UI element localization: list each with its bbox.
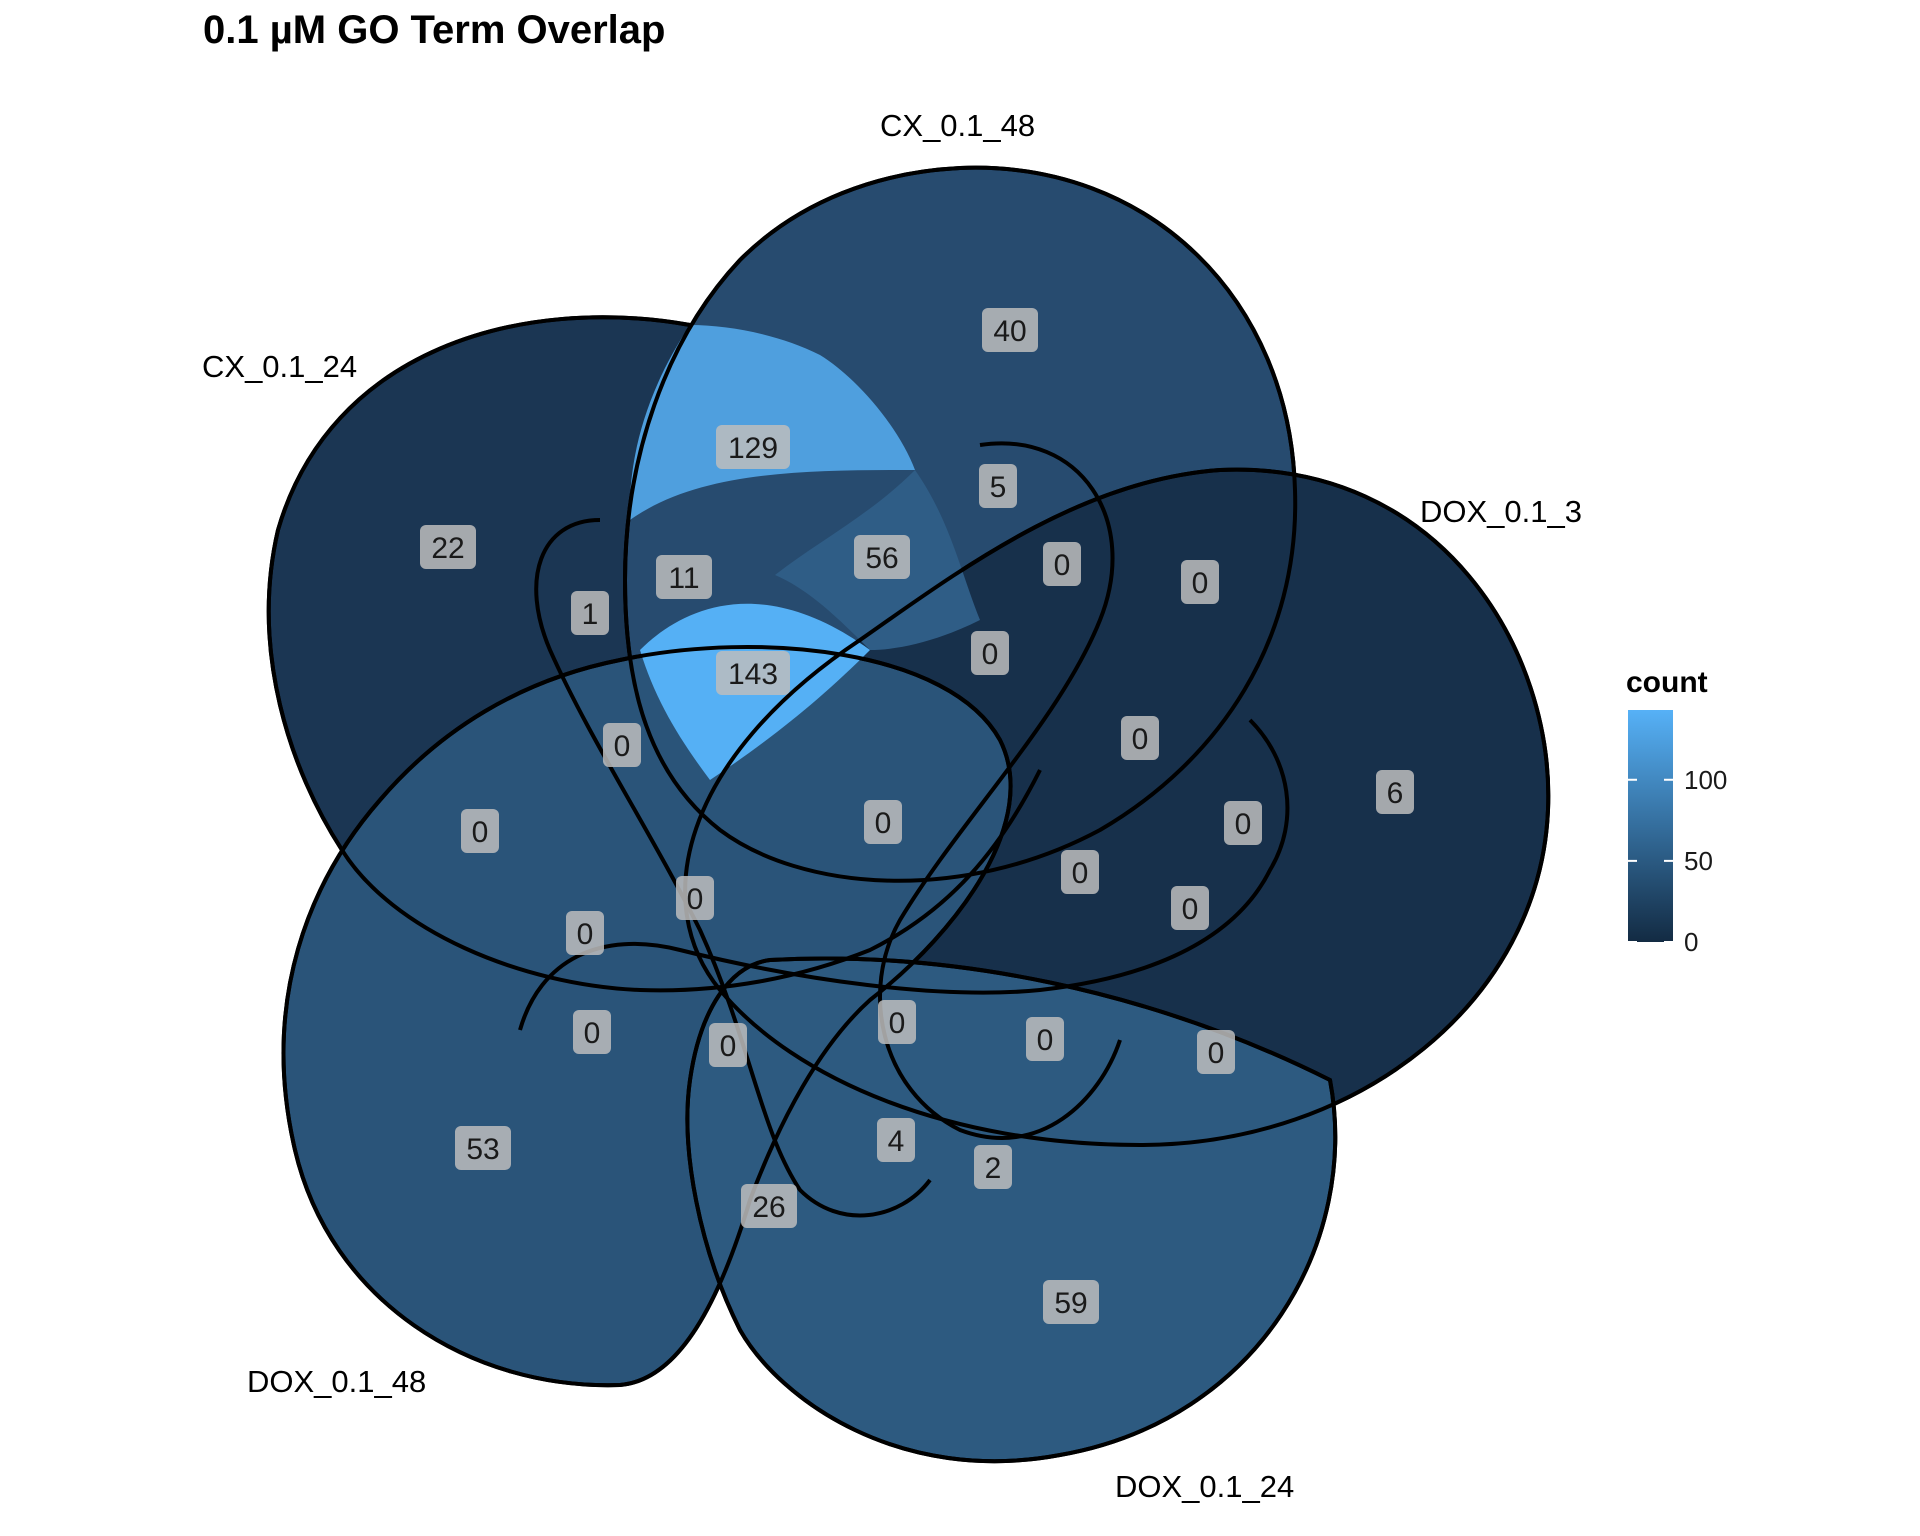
- count-label: 0: [1235, 808, 1252, 841]
- count-label-box: [1026, 1017, 1064, 1061]
- count-label: 6: [1387, 777, 1404, 810]
- set-label-dox-0-1-48: DOX_0.1_48: [247, 1364, 426, 1399]
- count-label: 11: [668, 562, 699, 595]
- count-label-box: [571, 591, 609, 635]
- chart-title: 0.1 µM GO Term Overlap: [203, 8, 666, 52]
- count-label: 0: [1054, 549, 1071, 582]
- count-label-box: [741, 1184, 797, 1228]
- count-label-box: [877, 1118, 915, 1162]
- outline-inner-a: [878, 441, 1122, 1140]
- count-label: 0: [472, 816, 489, 849]
- count-label-box: [1043, 542, 1081, 586]
- count-label-box: [566, 911, 604, 955]
- legend-title: count: [1626, 666, 1708, 699]
- count-label: 129: [728, 432, 778, 465]
- legend-ticks: 100 50 0: [1628, 765, 1727, 957]
- count-label-box: [1197, 1030, 1235, 1074]
- count-label-box: [974, 1145, 1012, 1189]
- count-label-box: [1061, 850, 1099, 894]
- set-label-dox-0-1-24: DOX_0.1_24: [1115, 1469, 1294, 1504]
- count-label-box: [676, 876, 714, 920]
- count-label-box: [854, 535, 910, 579]
- count-label-box: [1224, 801, 1262, 845]
- set-label-dox-0-1-3: DOX_0.1_3: [1420, 494, 1582, 529]
- outline-dox-0-1-3: [683, 467, 1551, 1148]
- count-label: 4: [888, 1125, 905, 1158]
- count-label: 0: [1208, 1037, 1225, 1070]
- set-shapes: [266, 165, 1551, 1464]
- count-label: 0: [614, 730, 631, 763]
- outline-inner-c: [534, 518, 932, 1218]
- count-label: 22: [431, 532, 464, 565]
- outline-cx-0-1-48: [622, 165, 1298, 883]
- count-label-box: [971, 631, 1009, 675]
- count-label-box: [461, 809, 499, 853]
- count-label-box: [716, 425, 790, 469]
- count-label: 53: [466, 1133, 499, 1166]
- outline-curves: [266, 165, 1551, 1464]
- region-cx48-cx24: [629, 325, 915, 520]
- count-label-box: [709, 1023, 747, 1067]
- count-label-box: [716, 651, 790, 695]
- outline-cx-0-1-24: [266, 315, 1042, 993]
- count-label-box: [603, 723, 641, 767]
- set-labels: CX_0.1_48 CX_0.1_24 DOX_0.1_3 DOX_0.1_48…: [202, 108, 1582, 1504]
- count-label: 0: [1037, 1024, 1054, 1057]
- count-label-box: [656, 555, 712, 599]
- count-label: 56: [865, 542, 898, 575]
- count-label-box: [864, 800, 902, 844]
- count-label: 0: [982, 638, 999, 671]
- set-label-cx-0-1-48: CX_0.1_48: [880, 108, 1035, 143]
- count-label-box: [982, 308, 1038, 352]
- count-label: 0: [889, 1007, 906, 1040]
- count-label-box: [878, 1000, 916, 1044]
- count-label: 26: [752, 1191, 785, 1224]
- count-label: 40: [993, 315, 1026, 348]
- count-label-box: [1171, 886, 1209, 930]
- count-labels: 40 129 5 22 56 11 0 0 1 143 0 0 0 6 0 0 0 0 0 0 0 0 0 0 0 0 53 4 2 26…: [420, 308, 1414, 1324]
- count-label-box: [1181, 560, 1219, 604]
- count-label: 59: [1054, 1287, 1087, 1320]
- count-label-box: [1043, 1280, 1099, 1324]
- count-label: 0: [720, 1030, 737, 1063]
- count-label: 0: [584, 1017, 601, 1050]
- count-label: 0: [875, 807, 892, 840]
- legend: count 100 50 0: [1626, 666, 1727, 957]
- count-label: 0: [577, 918, 594, 951]
- legend-colorbar: [1628, 710, 1673, 942]
- count-label: 5: [990, 471, 1007, 504]
- count-label: 0: [1182, 893, 1199, 926]
- outline-dox-0-1-24: [685, 956, 1338, 1464]
- legend-tick-label: 50: [1684, 846, 1713, 876]
- count-label: 0: [1192, 567, 1209, 600]
- count-label-box: [420, 525, 476, 569]
- count-label-box: [455, 1126, 511, 1170]
- set-label-cx-0-1-24: CX_0.1_24: [202, 349, 357, 384]
- count-label-box: [573, 1010, 611, 1054]
- count-label: 143: [728, 658, 778, 691]
- count-label: 0: [1132, 723, 1149, 756]
- count-label-box: [1376, 770, 1414, 814]
- count-label: 0: [1072, 857, 1089, 890]
- legend-tick-label: 100: [1684, 765, 1727, 795]
- count-label: 1: [582, 598, 599, 631]
- count-label: 2: [985, 1152, 1002, 1185]
- count-label-box: [979, 464, 1017, 508]
- outline-inner-b: [518, 718, 1290, 1031]
- count-label-box: [1121, 716, 1159, 760]
- count-label: 0: [687, 883, 704, 916]
- outline-dox-0-1-48: [281, 644, 1013, 1388]
- legend-tick-label: 0: [1684, 927, 1698, 957]
